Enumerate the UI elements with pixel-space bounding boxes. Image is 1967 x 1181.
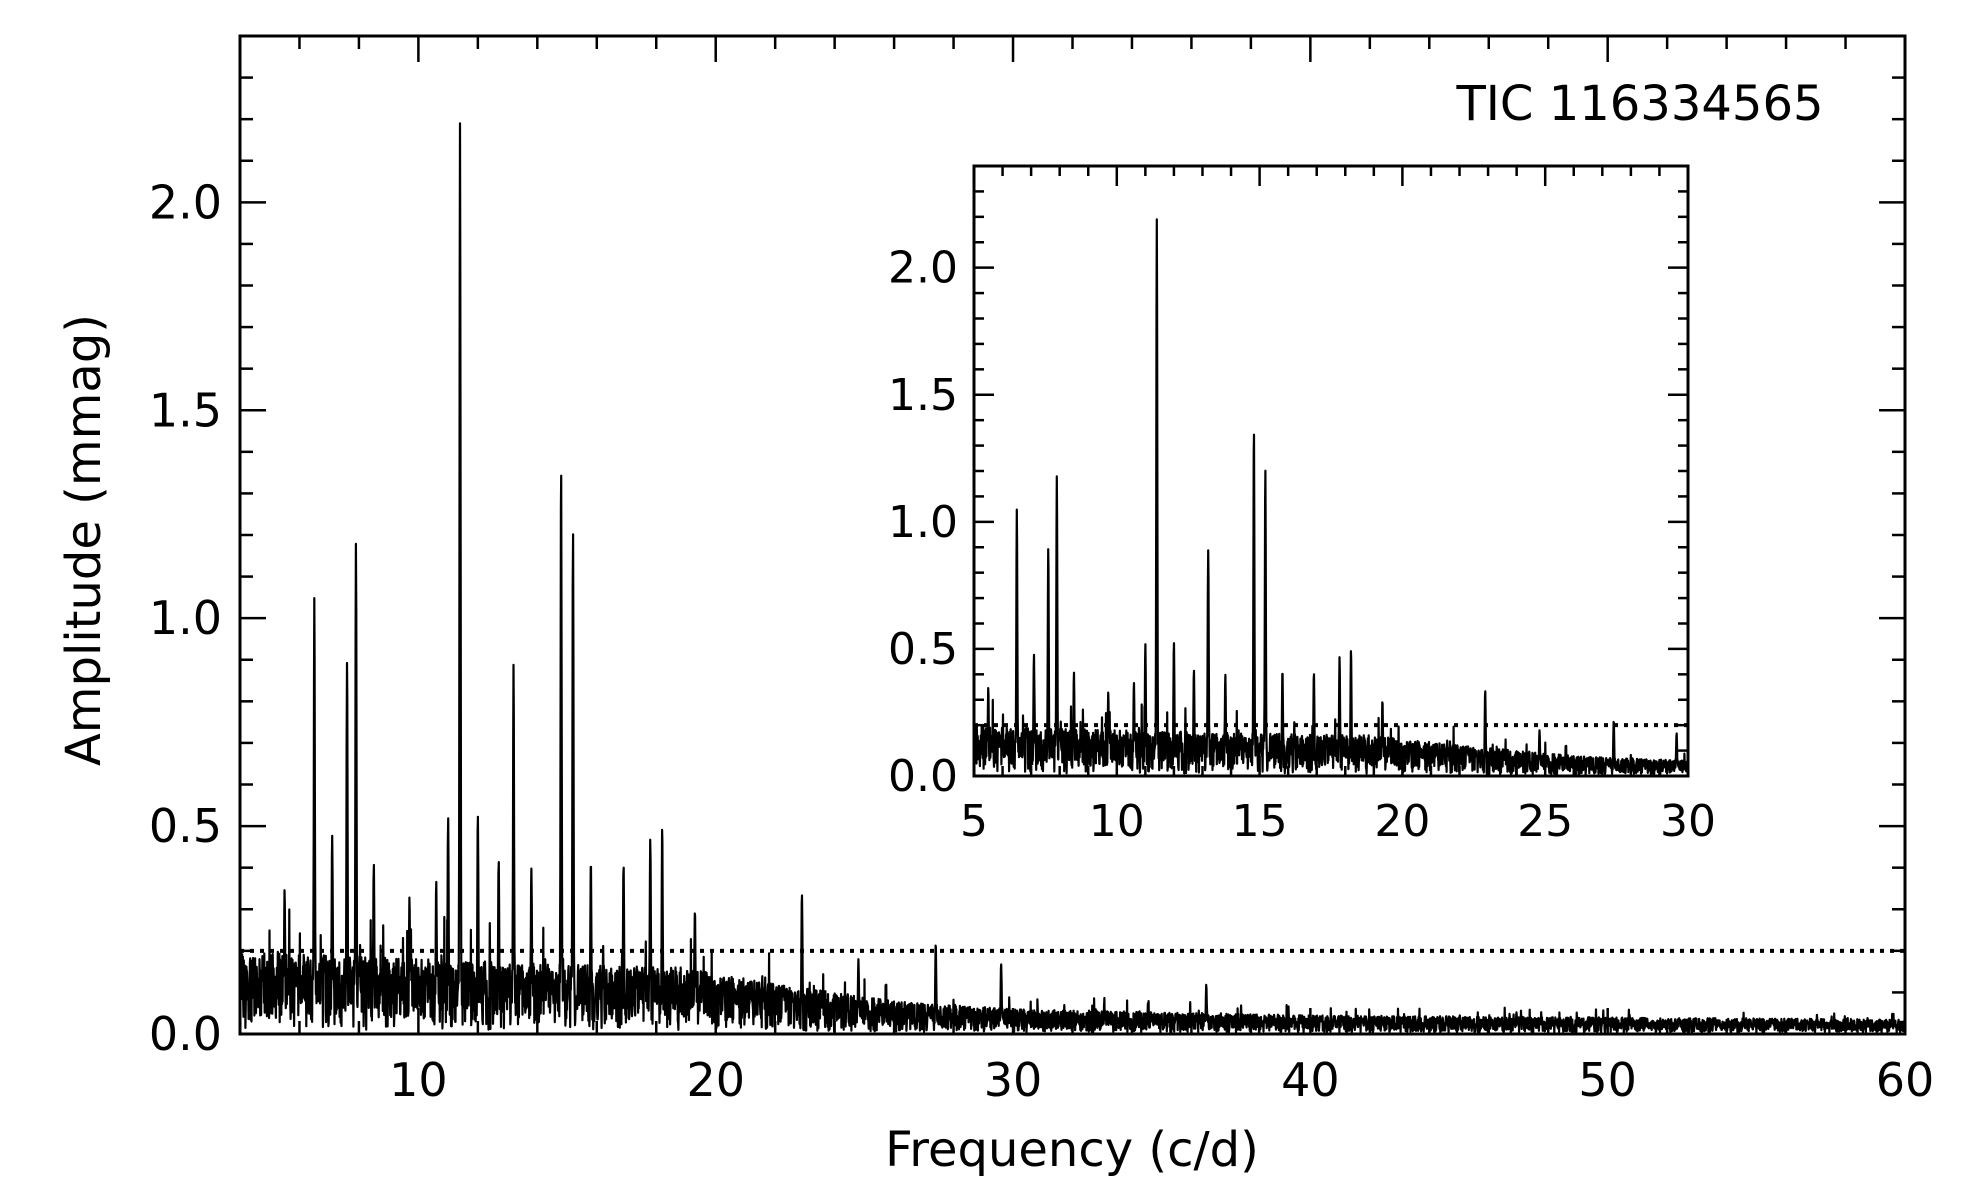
inset-spectrum-line xyxy=(973,218,1689,776)
main-ticks-group xyxy=(238,34,1907,1036)
main-spectrum-line xyxy=(238,122,1907,1035)
inset-x-tick-label: 5 xyxy=(960,796,988,847)
inset-background xyxy=(974,166,1688,776)
main-y-tick-label: 1.0 xyxy=(149,591,222,645)
y-axis-title: Amplitude (mmag) xyxy=(56,314,112,766)
inset-y-tick-label: 1.5 xyxy=(888,370,958,421)
main-x-tick-label: 10 xyxy=(389,1053,448,1107)
inset-y-tick-label: 0.0 xyxy=(888,751,958,802)
inset-y-tick-label: 1.0 xyxy=(888,497,958,548)
inset-x-tick-label: 15 xyxy=(1232,796,1288,847)
main-x-tick-label: 20 xyxy=(686,1053,745,1107)
main-y-tick-label: 2.0 xyxy=(149,175,222,229)
inset-y-tick-labels: 0.0 0.5 1.0 1.5 2.0 xyxy=(888,243,958,802)
inset-x-tick-labels: 5 10 15 20 25 30 xyxy=(960,796,1716,847)
inset-x-tick-label: 30 xyxy=(1660,796,1716,847)
main-x-tick-label: 40 xyxy=(1281,1053,1340,1107)
inset-x-tick-label: 10 xyxy=(1089,796,1145,847)
inset-y-tick-label: 0.5 xyxy=(888,624,958,675)
inset-plot-frame xyxy=(972,164,1690,778)
main-y-tick-label: 0.5 xyxy=(149,799,222,853)
main-x-tick-label: 60 xyxy=(1876,1053,1935,1107)
inset-spectrum-group xyxy=(973,218,1689,776)
main-panel: 10 20 30 40 50 60 0.0 0.5 1.0 1.5 2.0 Frequency (… xyxy=(56,34,1934,1178)
main-x-tick-label: 50 xyxy=(1578,1053,1637,1107)
inset-y-tick-label: 2.0 xyxy=(888,243,958,294)
main-y-tick-label: 1.5 xyxy=(149,383,222,437)
main-plot-frame xyxy=(238,34,1907,1036)
inset-x-tick-label: 20 xyxy=(1374,796,1430,847)
main-y-tick-label: 0.0 xyxy=(149,1007,222,1061)
main-spectrum-group xyxy=(238,122,1907,1035)
x-axis-title: Frequency (c/d) xyxy=(885,1122,1259,1178)
main-x-tick-label: 30 xyxy=(984,1053,1043,1107)
inset-panel: 5 10 15 20 25 30 0.0 0.5 1.0 1.5 2.0 xyxy=(888,164,1716,847)
inset-ticks-group xyxy=(972,164,1690,778)
main-y-tick-labels: 0.0 0.5 1.0 1.5 2.0 xyxy=(149,175,222,1061)
inset-x-tick-label: 25 xyxy=(1517,796,1573,847)
main-x-tick-labels: 10 20 30 40 50 60 xyxy=(389,1053,1934,1107)
star-identifier-label: TIC 116334565 xyxy=(1455,76,1823,132)
